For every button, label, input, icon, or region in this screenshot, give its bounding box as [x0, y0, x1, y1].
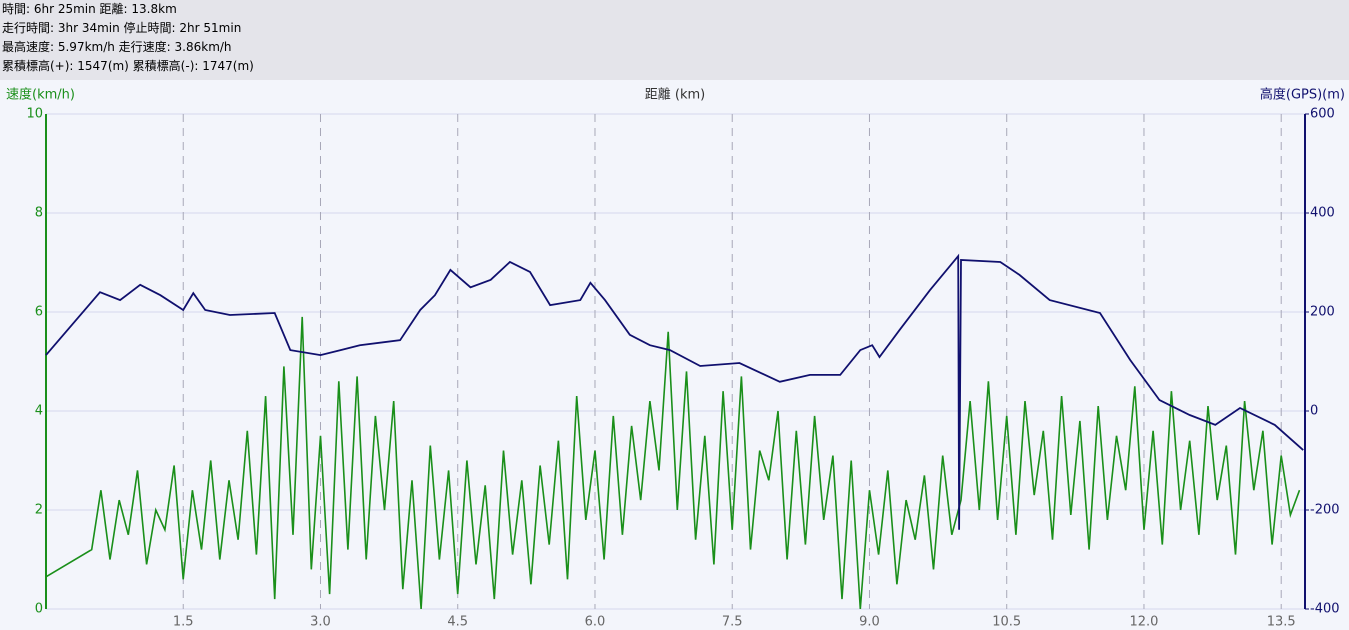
x-tick-label: 4.5	[447, 615, 468, 630]
y2-tick-label: 0	[1310, 404, 1318, 419]
y-tick-label: 10	[26, 107, 43, 122]
x-axis-title: 距離 (km)	[645, 88, 705, 103]
x-tick-label: 3.0	[310, 615, 331, 630]
x-tick-label: 1.5	[173, 615, 194, 630]
y-tick-label: 0	[35, 602, 43, 617]
series-line	[45, 316, 1301, 610]
y-tick-label: 4	[35, 404, 43, 419]
y-tick-label: 8	[35, 206, 43, 221]
series-line	[45, 253, 1304, 530]
y-tick-label: 6	[35, 305, 43, 320]
y-axis-title: 速度(km/h)	[6, 87, 75, 103]
x-tick-label: 9.0	[859, 615, 880, 630]
summary-header: 時間: 6hr 25min 距離: 13.8km 走行時間: 3hr 34min …	[0, 0, 1349, 80]
summary-line: 累積標高(+): 1547(m) 累積標高(-): 1747(m)	[2, 59, 254, 73]
x-tick-label: 10.5	[992, 615, 1021, 630]
chart: 速度(km/h) 距離 (km) 高度(GPS)(m) 0 2 4 6 8 10 -400 -…	[6, 87, 1345, 630]
y2-tick-label: -400	[1310, 602, 1340, 617]
x-tick-label: 7.5	[722, 615, 743, 630]
y2-tick-label: 200	[1310, 305, 1335, 320]
summary-line: 時間: 6hr 25min 距離: 13.8km	[2, 2, 177, 16]
y2-tick-label: 600	[1310, 107, 1335, 122]
x-tick-label: 6.0	[585, 615, 606, 630]
y2-tick-label: 400	[1310, 206, 1335, 221]
summary-line: 最高速度: 5.97km/h 走行速度: 3.86km/h	[2, 40, 232, 54]
y2-tick-label: -200	[1310, 503, 1340, 518]
x-tick-label: 13.5	[1267, 615, 1296, 630]
y2-axis-title: 高度(GPS)(m)	[1260, 87, 1345, 103]
summary-line: 走行時間: 3hr 34min 停止時間: 2hr 51min	[2, 21, 242, 35]
x-tick-label: 12.0	[1129, 615, 1158, 630]
y-tick-label: 2	[35, 503, 43, 518]
